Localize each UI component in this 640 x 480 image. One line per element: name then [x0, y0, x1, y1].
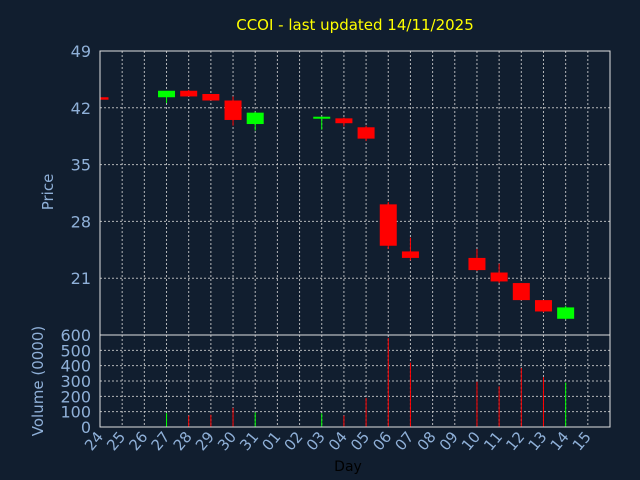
volume-tick-label: 100	[60, 403, 91, 422]
x-tick-label: 30	[214, 428, 240, 454]
x-tick-label: 25	[103, 428, 129, 454]
x-tick-label: 04	[325, 428, 351, 454]
x-tick-label: 27	[148, 428, 174, 454]
price-tick-label: 28	[71, 212, 91, 231]
x-tick-label: 05	[347, 428, 373, 454]
x-tick-label: 15	[569, 428, 595, 454]
x-tick-label: 02	[281, 428, 307, 454]
candle-body	[224, 100, 242, 120]
x-tick-label: 12	[502, 428, 528, 454]
x-tick-label: 11	[480, 428, 506, 454]
volume-tick-label: 400	[60, 357, 91, 376]
candle-body	[468, 257, 486, 271]
volume-tick-label: 300	[60, 372, 91, 391]
price-tick-label: 21	[71, 269, 91, 288]
x-axis-label: Day	[334, 459, 362, 475]
candle-body	[335, 118, 353, 124]
x-tick-label: 14	[547, 428, 573, 454]
x-tick-label: 09	[436, 428, 462, 454]
x-tick-label: 01	[258, 428, 284, 454]
x-tick-label: 31	[236, 428, 262, 454]
candle-body	[557, 307, 575, 319]
x-tick-label: 07	[391, 428, 417, 454]
x-tick-label: 13	[524, 428, 550, 454]
price-tick-label: 42	[71, 99, 91, 118]
candle-body	[379, 204, 397, 246]
volume-frame	[99, 334, 611, 428]
candle-body	[246, 112, 264, 125]
candle-body	[512, 283, 530, 301]
price-frame	[99, 50, 611, 336]
volume-tick-label: 0	[81, 418, 91, 437]
price-panel: 21 28 35 42 49 Price	[39, 42, 611, 336]
candle-body	[490, 272, 508, 282]
x-tick-label: 28	[170, 428, 196, 454]
x-tick-label: 03	[303, 428, 329, 454]
volume-tick-label: 600	[60, 326, 91, 345]
x-tick-label: 26	[125, 428, 151, 454]
candle-body	[534, 300, 552, 312]
price-axis-label: Price	[39, 174, 57, 211]
candle-body	[100, 97, 109, 100]
x-tick-label: 08	[414, 428, 440, 454]
candle-body	[202, 94, 220, 101]
chart-title: CCOI - last updated 14/11/2025	[236, 16, 474, 34]
volume-axis-label: Volume (0000)	[29, 326, 47, 436]
candle-body	[401, 251, 419, 258]
volume-tick-label: 500	[60, 341, 91, 360]
x-tick-label: 10	[458, 428, 484, 454]
candle-body	[158, 90, 176, 98]
candle-body	[357, 127, 375, 139]
price-tick-label: 49	[71, 42, 91, 61]
candle-body	[180, 90, 198, 97]
price-tick-label: 35	[71, 156, 91, 175]
candle-body	[313, 116, 331, 119]
volume-tick-label: 200	[60, 387, 91, 406]
x-tick-label: 06	[369, 428, 395, 454]
x-tick-label: 29	[192, 428, 218, 454]
